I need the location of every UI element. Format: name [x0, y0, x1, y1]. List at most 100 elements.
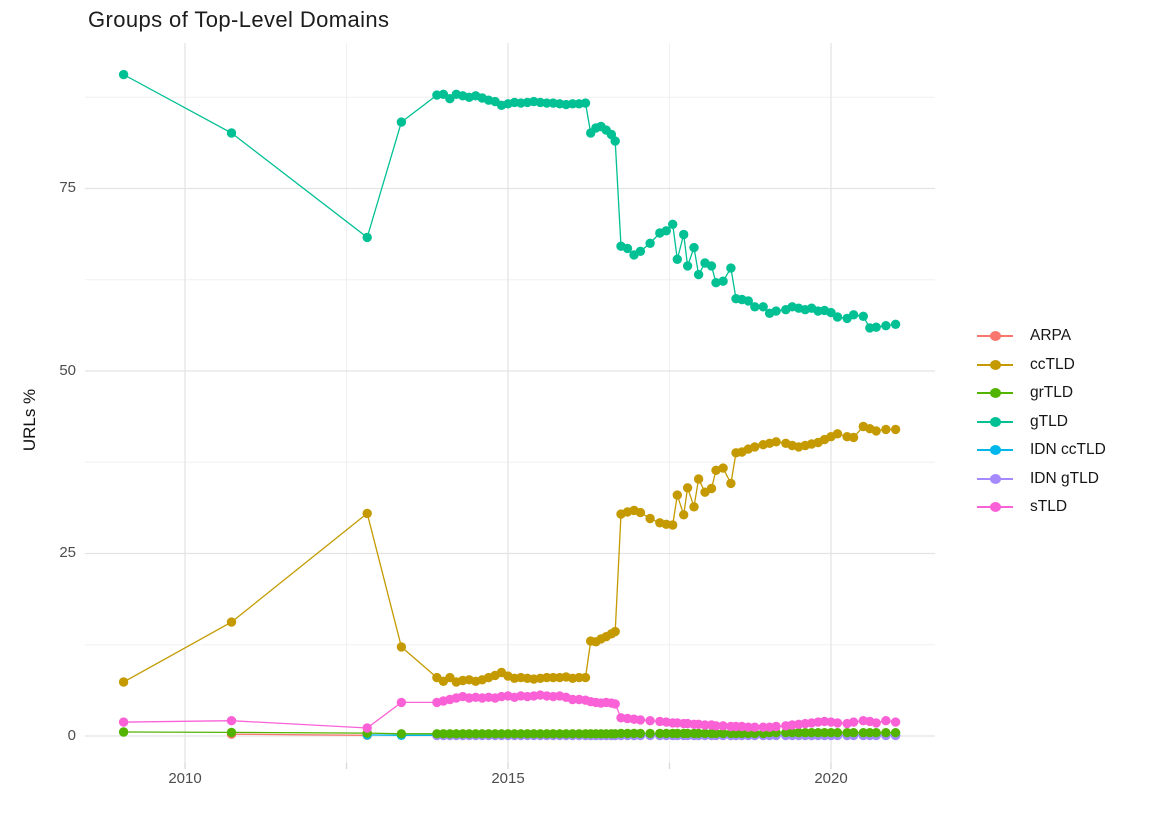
data-point	[535, 729, 545, 739]
data-point	[871, 728, 881, 738]
data-point	[672, 254, 682, 264]
data-point	[503, 729, 513, 739]
legend-item-cctld: ccTLD	[977, 351, 1106, 380]
legend-item-grtld: grTLD	[977, 379, 1106, 408]
data-point	[362, 723, 372, 733]
x-tick-label-2020: 2020	[814, 770, 848, 787]
data-point	[881, 321, 891, 331]
data-point	[890, 717, 901, 727]
y-tick-label-50: 50	[59, 362, 76, 379]
legend-key-icon	[977, 359, 1013, 371]
data-point	[622, 243, 633, 254]
legend-label: IDN gTLD	[1030, 469, 1099, 487]
data-point	[396, 729, 407, 739]
data-point	[668, 520, 678, 530]
data-point	[661, 226, 671, 236]
data-point	[529, 729, 539, 739]
data-point	[118, 677, 129, 687]
data-point	[548, 729, 558, 739]
data-point	[645, 716, 655, 726]
data-point	[832, 312, 843, 322]
data-point	[832, 429, 843, 439]
data-point	[848, 432, 859, 443]
data-point	[871, 718, 881, 728]
data-point	[771, 721, 781, 732]
data-point	[567, 99, 578, 109]
data-point	[645, 238, 655, 248]
data-point	[483, 729, 494, 739]
data-point	[758, 302, 768, 312]
data-point	[700, 728, 710, 739]
data-point	[396, 117, 407, 127]
data-point	[858, 728, 868, 738]
legend-item-stld: sTLD	[977, 493, 1106, 522]
legend-key-icon	[977, 330, 1013, 342]
y-tick-label-0: 0	[67, 727, 76, 744]
data-point	[771, 437, 781, 447]
x-tick-label-2015: 2015	[491, 770, 525, 787]
data-point	[871, 322, 881, 332]
data-point	[682, 261, 693, 271]
data-point	[750, 722, 760, 732]
data-point	[610, 699, 620, 709]
data-point	[496, 729, 507, 739]
data-point	[881, 716, 891, 726]
data-point	[858, 311, 868, 321]
data-point	[226, 128, 237, 138]
data-point	[438, 729, 449, 739]
data-point	[118, 727, 129, 737]
data-point	[679, 510, 689, 520]
data-point	[580, 98, 591, 108]
data-point	[561, 729, 571, 739]
data-point	[610, 136, 620, 146]
data-point	[718, 463, 728, 473]
data-point	[396, 642, 407, 652]
data-point	[610, 626, 620, 637]
data-point	[548, 672, 558, 683]
y-tick-label-75: 75	[59, 179, 76, 196]
data-point	[635, 507, 646, 518]
data-point	[881, 424, 891, 435]
y-tick-label-25: 25	[59, 544, 76, 561]
data-point	[718, 728, 728, 739]
legend-item-gtld: gTLD	[977, 408, 1106, 437]
x-tick-label-2010: 2010	[168, 770, 202, 787]
data-point	[718, 721, 728, 731]
data-point	[750, 442, 760, 452]
data-point	[706, 483, 717, 494]
data-point	[871, 426, 881, 436]
legend-key-icon	[977, 501, 1013, 513]
data-point	[881, 728, 891, 738]
legend-label: IDN ccTLD	[1030, 441, 1106, 459]
legend-label: ARPA	[1030, 327, 1072, 345]
data-point	[362, 232, 372, 243]
data-point	[693, 474, 704, 484]
data-point	[711, 278, 721, 288]
data-point	[890, 424, 901, 435]
data-point	[706, 261, 717, 271]
y-axis-title: URLs %	[20, 388, 39, 452]
data-point	[451, 729, 461, 739]
data-point	[464, 729, 474, 739]
data-point	[848, 310, 859, 320]
data-point	[226, 617, 237, 627]
data-point	[118, 69, 129, 80]
data-point	[672, 490, 682, 500]
series-cctld	[118, 421, 901, 687]
data-point	[616, 728, 626, 739]
data-point	[743, 296, 753, 306]
data-point	[890, 728, 901, 738]
data-point	[635, 728, 646, 739]
data-point	[743, 722, 753, 732]
series-arpa	[226, 729, 372, 740]
data-point	[655, 728, 665, 739]
data-point	[819, 728, 830, 738]
data-point	[516, 729, 526, 739]
data-point	[848, 728, 859, 738]
data-point	[750, 302, 760, 312]
data-point	[806, 728, 817, 738]
data-point	[118, 717, 129, 727]
data-point	[622, 728, 633, 739]
